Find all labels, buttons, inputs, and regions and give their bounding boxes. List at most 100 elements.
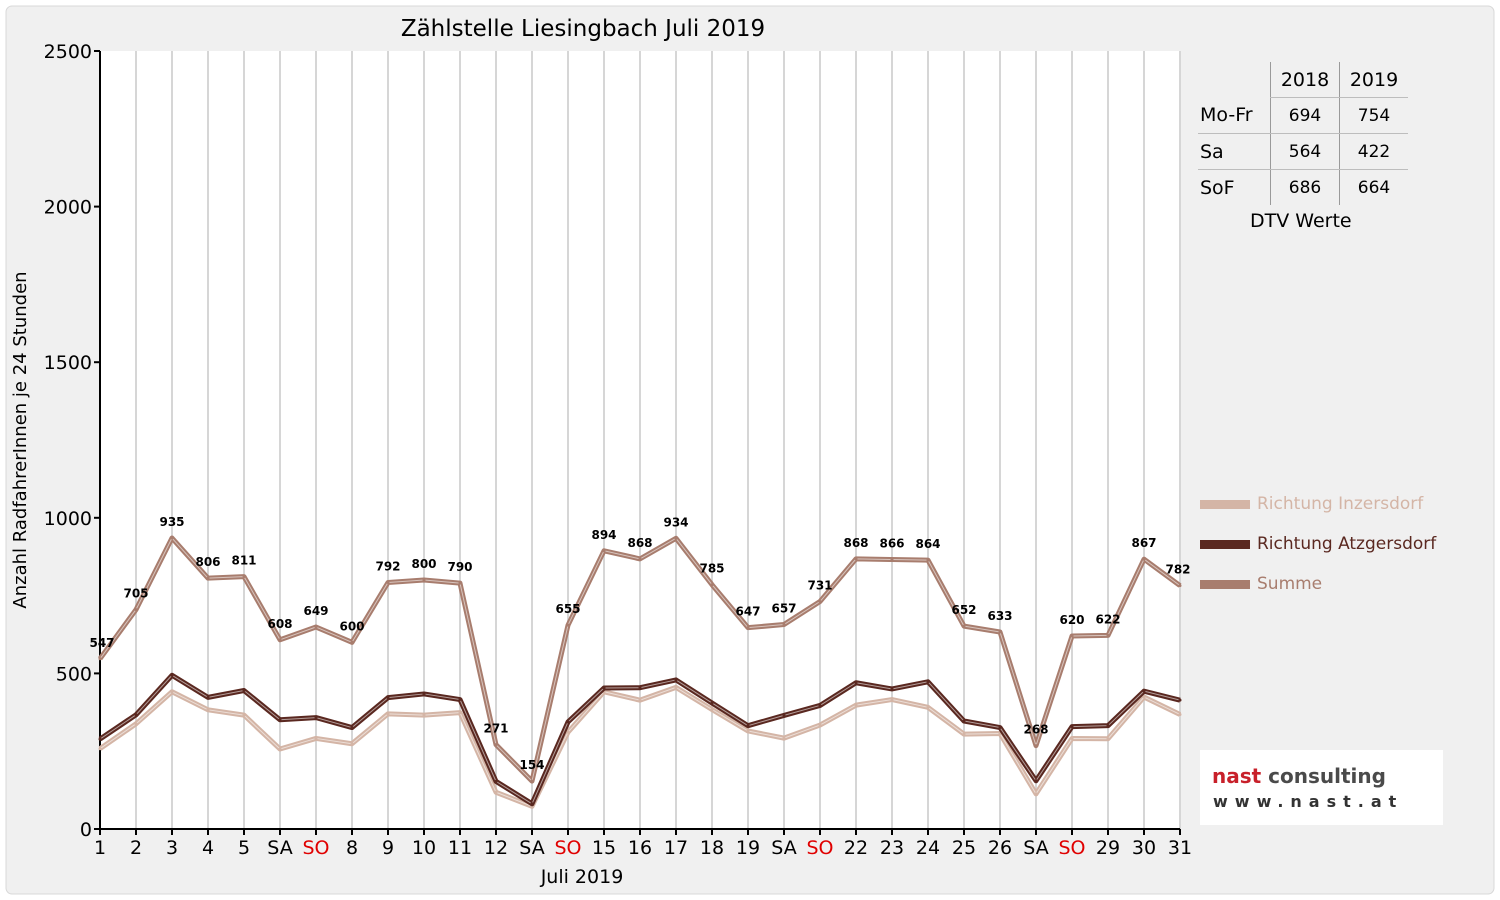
dtv-cell-sa-2019: 422 bbox=[1339, 133, 1408, 170]
data-point-summe bbox=[1070, 634, 1074, 638]
x-tick-label: 4 bbox=[202, 837, 214, 859]
x-tick-label: SA bbox=[771, 837, 796, 859]
data-point-summe bbox=[350, 640, 354, 644]
data-label: 705 bbox=[123, 587, 148, 601]
x-tick-label: 17 bbox=[664, 837, 688, 859]
data-label: 647 bbox=[735, 605, 760, 619]
data-point-richtung-atzgersdorf bbox=[386, 696, 390, 700]
data-point-richtung-inzersdorf bbox=[458, 711, 462, 715]
data-point-richtung-atzgersdorf bbox=[350, 726, 354, 730]
data-point-richtung-atzgersdorf bbox=[134, 713, 138, 717]
dtv-cell-sa-2018: 564 bbox=[1270, 133, 1340, 170]
data-point-richtung-atzgersdorf bbox=[998, 726, 1002, 730]
data-point-summe bbox=[134, 608, 138, 612]
data-point-richtung-inzersdorf bbox=[710, 707, 714, 711]
data-point-summe bbox=[890, 558, 894, 562]
data-point-summe bbox=[566, 623, 570, 627]
data-point-summe bbox=[1178, 584, 1182, 588]
data-point-summe bbox=[314, 625, 318, 629]
x-tick-label: 30 bbox=[1132, 837, 1156, 859]
data-point-summe bbox=[602, 549, 606, 553]
y-tick-label: 0 bbox=[80, 819, 92, 841]
data-label: 806 bbox=[195, 555, 220, 569]
data-point-summe bbox=[386, 581, 390, 585]
data-point-summe bbox=[746, 626, 750, 630]
data-label: 655 bbox=[555, 602, 580, 616]
data-point-richtung-atzgersdorf bbox=[530, 802, 534, 806]
y-tick-label: 500 bbox=[56, 663, 92, 685]
legend-label-summe: Summe bbox=[1257, 574, 1323, 594]
data-label: 657 bbox=[771, 602, 796, 616]
data-point-summe bbox=[494, 743, 498, 747]
x-tick-label: 18 bbox=[700, 837, 724, 859]
dtv-header-2018: 2018 bbox=[1270, 62, 1340, 98]
x-tick-label: 9 bbox=[382, 837, 394, 859]
data-point-richtung-atzgersdorf bbox=[1106, 724, 1110, 728]
data-point-summe bbox=[170, 536, 174, 540]
data-label: 649 bbox=[303, 604, 328, 618]
data-point-richtung-inzersdorf bbox=[98, 747, 102, 751]
data-point-summe bbox=[1106, 633, 1110, 637]
data-point-richtung-atzgersdorf bbox=[242, 689, 246, 693]
data-point-richtung-inzersdorf bbox=[386, 712, 390, 716]
legend-item-summe: Summe bbox=[1200, 573, 1322, 595]
data-point-richtung-atzgersdorf bbox=[782, 713, 786, 717]
data-point-richtung-atzgersdorf bbox=[746, 724, 750, 728]
dtv-cell-sof-2019: 664 bbox=[1339, 169, 1408, 205]
data-label: 935 bbox=[159, 515, 184, 529]
data-label: 731 bbox=[807, 579, 832, 593]
x-tick-label: 16 bbox=[628, 837, 652, 859]
data-point-summe bbox=[278, 638, 282, 642]
data-point-richtung-atzgersdorf bbox=[602, 686, 606, 690]
data-point-richtung-atzgersdorf bbox=[674, 678, 678, 682]
logo-wordmark: nast consulting bbox=[1212, 764, 1386, 788]
chart-title: Zählstelle Liesingbach Juli 2019 bbox=[401, 16, 765, 42]
dtv-cell-sof-2018: 686 bbox=[1270, 169, 1340, 205]
x-tick-label: 10 bbox=[412, 837, 436, 859]
data-point-richtung-atzgersdorf bbox=[1034, 779, 1038, 783]
data-label: 811 bbox=[231, 554, 256, 568]
x-tick-label: 22 bbox=[844, 837, 868, 859]
data-label: 608 bbox=[267, 617, 292, 631]
x-tick-label: 8 bbox=[346, 837, 358, 859]
data-point-richtung-inzersdorf bbox=[242, 713, 246, 717]
data-point-summe bbox=[1034, 744, 1038, 748]
legend-swatch-summe bbox=[1200, 579, 1250, 589]
data-point-richtung-inzersdorf bbox=[638, 698, 642, 702]
data-label: 633 bbox=[987, 609, 1012, 623]
data-point-richtung-atzgersdorf bbox=[494, 779, 498, 783]
dtv-cell-mofr-2018: 694 bbox=[1270, 97, 1340, 134]
data-point-richtung-inzersdorf bbox=[854, 703, 858, 707]
data-label: 622 bbox=[1095, 612, 1120, 626]
company-logo: nast consulting www.nast.at bbox=[1200, 750, 1443, 825]
data-point-richtung-inzersdorf bbox=[170, 690, 174, 694]
logo-url: www.nast.at bbox=[1213, 792, 1404, 811]
data-point-summe bbox=[998, 630, 1002, 634]
dtv-row-label-mofr: Mo-Fr bbox=[1198, 97, 1271, 134]
dtv-header-2019: 2019 bbox=[1339, 62, 1408, 98]
data-point-richtung-atzgersdorf bbox=[566, 720, 570, 724]
dtv-table: 2018 2019 Mo-Fr 694 754 Sa 564 422 SoF 6… bbox=[1198, 62, 1408, 205]
data-label: 792 bbox=[375, 560, 400, 574]
data-point-richtung-atzgersdorf bbox=[1070, 725, 1074, 729]
x-tick-label: 15 bbox=[592, 837, 616, 859]
legend-label-atzgersdorf: Richtung Atzgersdorf bbox=[1257, 534, 1437, 554]
data-label: 600 bbox=[339, 619, 364, 633]
data-label: 271 bbox=[483, 722, 508, 736]
x-tick-label: 23 bbox=[880, 837, 904, 859]
dtv-caption: DTV Werte bbox=[1250, 210, 1352, 232]
y-tick-label: 2500 bbox=[44, 41, 92, 63]
y-axis-title: Anzahl RadfahrerInnen je 24 Stunden bbox=[10, 271, 31, 608]
logo-wordmark-part1: nast bbox=[1212, 764, 1262, 788]
data-point-richtung-inzersdorf bbox=[206, 708, 210, 712]
data-point-richtung-atzgersdorf bbox=[710, 701, 714, 705]
x-tick-label: 25 bbox=[952, 837, 976, 859]
y-tick-label: 1500 bbox=[44, 352, 92, 374]
x-tick-label: 24 bbox=[916, 837, 940, 859]
data-point-richtung-atzgersdorf bbox=[1178, 698, 1182, 702]
data-point-summe bbox=[854, 557, 858, 561]
dtv-row-label-sof: SoF bbox=[1200, 176, 1235, 199]
data-point-summe bbox=[818, 600, 822, 604]
x-tick-label: 26 bbox=[988, 837, 1012, 859]
